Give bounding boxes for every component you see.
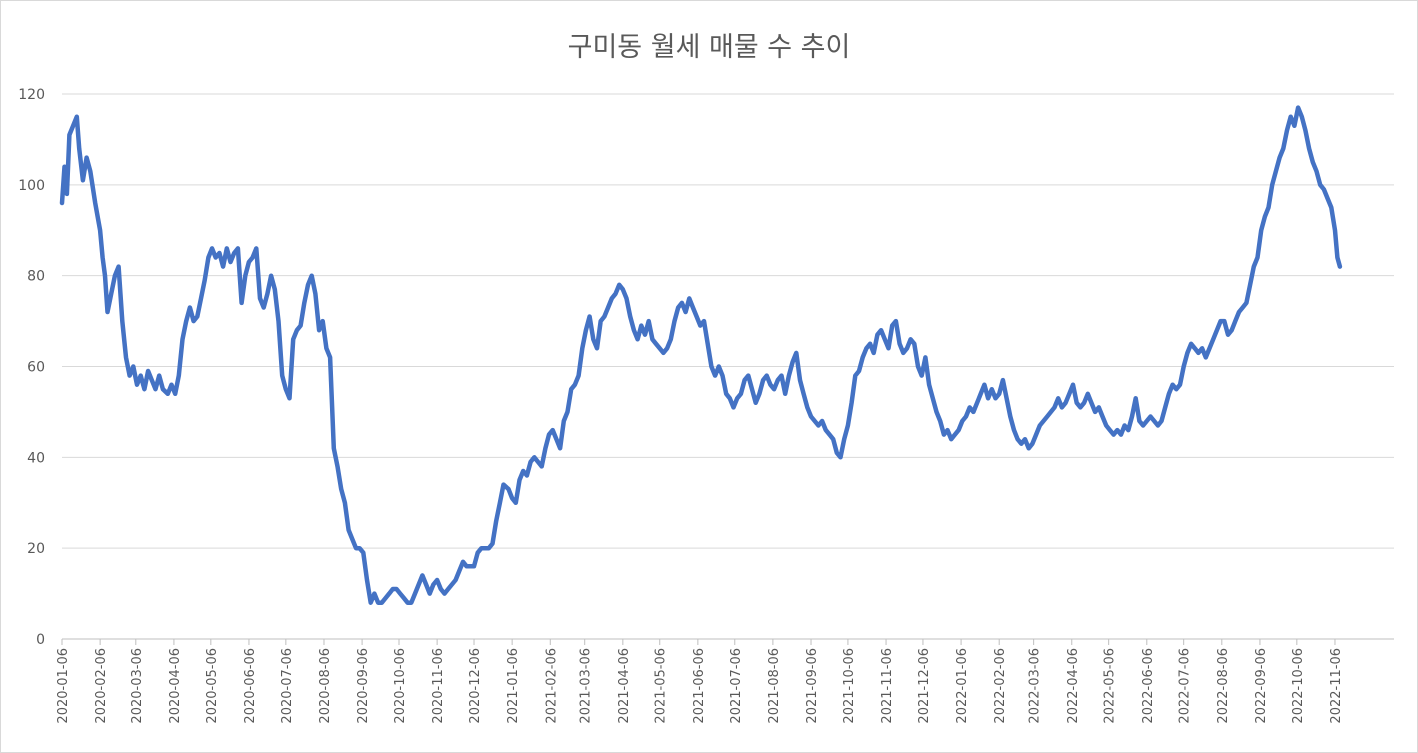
x-tick-label: 2021-03-06 bbox=[579, 648, 594, 724]
x-tick-label: 2022-06-06 bbox=[1141, 648, 1156, 724]
x-tick-label: 2020-02-06 bbox=[94, 648, 109, 724]
x-tick-label: 2021-10-06 bbox=[842, 648, 857, 724]
x-tick-label: 2022-05-06 bbox=[1103, 648, 1118, 724]
x-tick-label: 2021-12-06 bbox=[917, 648, 932, 724]
x-tick-label: 2021-04-06 bbox=[617, 648, 632, 724]
x-tick-label: 2020-06-06 bbox=[243, 648, 258, 724]
x-tick-label: 2021-11-06 bbox=[880, 648, 895, 724]
x-tick-label: 2020-04-06 bbox=[168, 648, 183, 724]
gridlines bbox=[62, 93, 1394, 549]
x-tick-label: 2020-03-06 bbox=[130, 648, 145, 724]
x-tick-label: 2021-08-06 bbox=[767, 648, 782, 724]
x-tick-label: 2022-10-06 bbox=[1291, 648, 1306, 724]
chart-title: 구미동 월세 매물 수 추이 bbox=[567, 32, 851, 63]
x-tick-label: 2022-09-06 bbox=[1254, 648, 1269, 724]
x-tick-label: 2021-01-06 bbox=[506, 648, 521, 724]
x-tick-label: 2020-05-06 bbox=[205, 648, 220, 724]
x-tick-label: 2021-05-06 bbox=[654, 648, 669, 724]
x-tick-label: 2022-03-06 bbox=[1028, 648, 1043, 724]
x-tick-label: 2020-10-06 bbox=[393, 648, 408, 724]
x-tick-label: 2020-08-06 bbox=[318, 648, 333, 724]
x-tick-label: 2022-07-06 bbox=[1178, 648, 1193, 724]
x-tick-label: 2021-09-06 bbox=[805, 648, 820, 724]
x-tick-label: 2020-12-06 bbox=[468, 648, 483, 724]
y-tick-label: 120 bbox=[18, 87, 45, 103]
x-tick-label: 2022-01-06 bbox=[955, 648, 970, 724]
y-axis-ticks: 0 20 40 60 80 100 120 bbox=[18, 87, 45, 648]
x-tick-label: 2020-11-06 bbox=[431, 648, 446, 724]
x-tick-label: 2021-07-06 bbox=[729, 648, 744, 724]
x-tick-label: 2022-04-06 bbox=[1066, 648, 1081, 724]
y-tick-label: 100 bbox=[18, 178, 45, 194]
series-layer bbox=[59, 105, 1343, 605]
x-axis-ticks: 2020-01-06 2020-02-06 2020-03-06 2020-04-06… bbox=[56, 639, 1344, 724]
x-tick-label: 2021-06-06 bbox=[692, 648, 707, 724]
x-tick-label: 2022-08-06 bbox=[1216, 648, 1231, 724]
x-tick-label: 2020-01-06 bbox=[56, 648, 71, 724]
x-tick-label: 2020-09-06 bbox=[356, 648, 371, 724]
x-tick-label: 2021-02-06 bbox=[544, 648, 559, 724]
series-line bbox=[59, 105, 1343, 605]
y-tick-label: 60 bbox=[27, 360, 45, 376]
y-tick-label: 40 bbox=[27, 450, 45, 466]
x-tick-label: 2020-07-06 bbox=[280, 648, 295, 724]
y-tick-label: 80 bbox=[27, 269, 45, 285]
y-tick-label: 0 bbox=[36, 632, 45, 648]
y-tick-label: 20 bbox=[27, 541, 45, 557]
x-tick-label: 2022-11-06 bbox=[1329, 648, 1344, 724]
x-tick-label: 2022-02-06 bbox=[993, 648, 1008, 724]
